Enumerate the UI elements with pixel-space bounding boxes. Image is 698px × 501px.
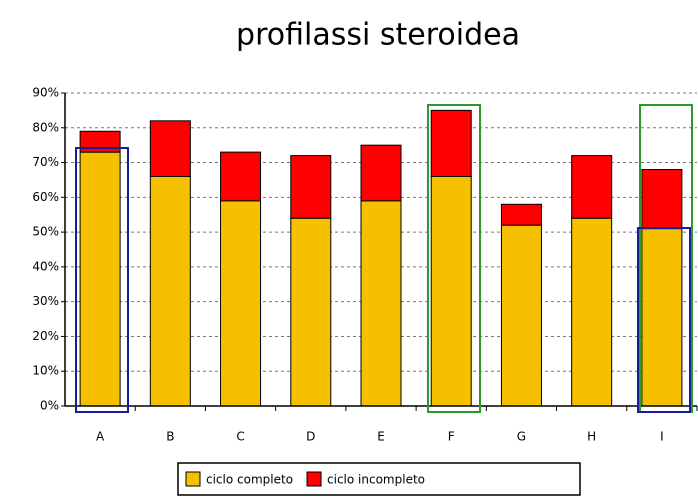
- y-tick-label: 70%: [32, 155, 59, 169]
- bar-segment: [290, 217, 332, 407]
- x-tick-label: F: [448, 430, 455, 444]
- bar-segment: [641, 169, 683, 230]
- y-tick-label: 20%: [32, 329, 59, 343]
- chart-title: profilassi steroidea: [236, 18, 520, 53]
- highlight-box: [427, 104, 481, 413]
- x-tick-label: B: [166, 430, 174, 444]
- bar-segment: [571, 155, 613, 219]
- bar-segment: [641, 228, 683, 407]
- y-tick-label: 0%: [40, 399, 59, 413]
- bar-segment: [500, 203, 542, 226]
- legend-label: ciclo completo: [206, 473, 293, 487]
- highlight-box: [637, 227, 691, 413]
- bar-segment: [360, 144, 402, 202]
- y-tick-label: 80%: [32, 120, 59, 134]
- bar-segment: [220, 200, 262, 407]
- x-tick-label: C: [236, 430, 244, 444]
- x-tick-label: A: [96, 430, 105, 444]
- bar-segment: [79, 130, 121, 153]
- y-tick-label: 90%: [32, 86, 59, 100]
- y-tick-label: 40%: [32, 259, 59, 273]
- bar-segment: [430, 175, 472, 407]
- x-tick-label: D: [306, 430, 315, 444]
- bar-segment: [149, 175, 191, 407]
- legend: [177, 462, 581, 496]
- bar-segment: [149, 120, 191, 177]
- x-tick-label: E: [377, 430, 385, 444]
- bar-segment: [360, 200, 402, 407]
- bar-segment: [500, 224, 542, 407]
- x-tick-label: I: [660, 430, 664, 444]
- y-tick-label: 50%: [32, 225, 59, 239]
- highlight-box: [75, 147, 129, 413]
- legend-label: ciclo incompleto: [327, 473, 425, 487]
- x-tick-label: H: [587, 430, 596, 444]
- bar-segment: [571, 217, 613, 407]
- bar-segment: [290, 155, 332, 219]
- plot-area: 0% 10% 20% 30% 40% 50% 60% 70% 80% 90% A B C D E F G H I: [32, 86, 698, 444]
- highlight-boxes: [75, 104, 693, 413]
- legend-swatch: [306, 471, 322, 487]
- legend-swatch: [185, 471, 201, 487]
- y-tick-label: 60%: [32, 190, 59, 204]
- bar-segment: [220, 151, 262, 202]
- bar-segment: [430, 109, 472, 177]
- x-tick-label: G: [517, 430, 526, 444]
- y-tick-label: 10%: [32, 364, 59, 378]
- bar-segment: [79, 151, 121, 407]
- y-tick-label: 30%: [32, 294, 59, 308]
